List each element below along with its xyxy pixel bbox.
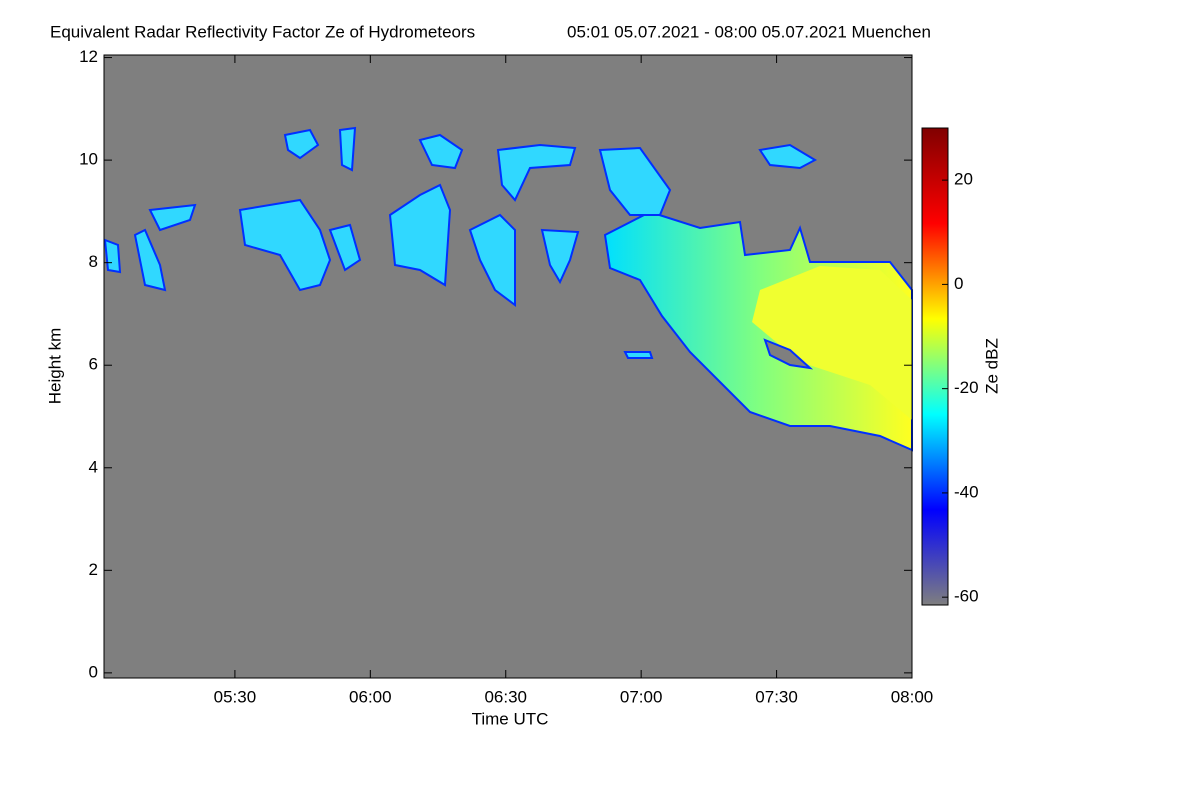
x-tick-label: 06:00 [349,687,392,706]
y-tick-label: 2 [89,560,98,579]
plot-frame [103,54,913,679]
y-tick-label: 12 [79,47,98,66]
x-axis-label: Time UTC [472,709,549,728]
colorbar-tick-label: 20 [954,170,973,189]
x-tick-label: 06:30 [484,687,527,706]
echo-field [103,126,913,452]
chart-subtitle: 05:01 05.07.2021 - 08:00 05.07.2021 Muen… [567,22,931,41]
colorbar-label: Ze dBZ [982,338,1001,394]
colorbar-tick-label: -20 [954,378,979,397]
y-tick-label: 8 [89,252,98,271]
x-tick-label: 07:30 [755,687,798,706]
colorbar-tick-label: -60 [954,587,979,606]
x-tick-label: 08:00 [891,687,934,706]
colorbar [921,127,949,606]
colorbar-tick-label: -40 [954,482,979,501]
y-axis-label: Height km [45,328,64,405]
colorbar-tick-label: 0 [954,274,963,293]
chart-title: Equivalent Radar Reflectivity Factor Ze … [50,22,475,41]
y-tick-label: 6 [89,355,98,374]
y-tick-label: 10 [79,150,98,169]
y-tick-label: 0 [89,662,98,681]
x-tick-label: 05:30 [214,687,257,706]
y-tick-label: 4 [89,457,98,476]
x-tick-label: 07:00 [620,687,663,706]
